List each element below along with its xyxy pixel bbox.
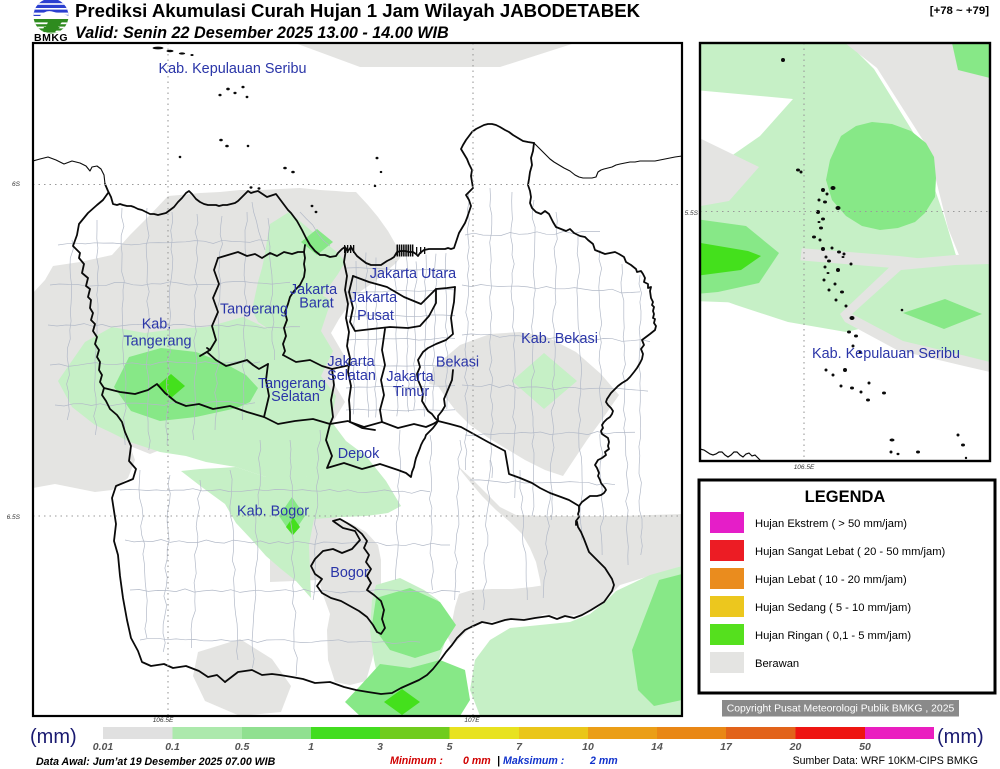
svg-text:Kab. Kepulauan Seribu: Kab. Kepulauan Seribu: [812, 346, 960, 362]
svg-text:0.01: 0.01: [93, 741, 114, 753]
svg-text:1: 1: [308, 741, 314, 753]
svg-text:14: 14: [651, 741, 663, 753]
svg-text:Selatan: Selatan: [271, 389, 320, 405]
svg-text:5.5S: 5.5S: [685, 210, 699, 217]
svg-text:Maksimum :: Maksimum :: [503, 755, 564, 767]
svg-text:Kab. Bekasi: Kab. Bekasi: [521, 331, 598, 347]
svg-text:Depok: Depok: [338, 446, 380, 462]
svg-text:Timur: Timur: [393, 384, 429, 400]
svg-text:Pusat: Pusat: [357, 308, 394, 324]
svg-text:6S: 6S: [12, 181, 21, 188]
svg-text:Berawan: Berawan: [755, 658, 799, 670]
svg-text:(mm): (mm): [937, 726, 984, 748]
svg-text:Kab.: Kab.: [142, 317, 172, 333]
svg-text:Prediksi Akumulasi Curah Hujan: Prediksi Akumulasi Curah Hujan 1 Jam Wil…: [75, 0, 641, 21]
svg-text:BMKG: BMKG: [34, 32, 68, 44]
svg-text:Minimum :: Minimum :: [390, 755, 443, 767]
svg-text:Jakarta: Jakarta: [290, 282, 337, 298]
svg-text:Tangerang: Tangerang: [258, 376, 326, 392]
svg-text:Kab. Bogor: Kab. Bogor: [237, 504, 309, 520]
svg-text:Hujan Sangat Lebat ( 20 - 50 m: Hujan Sangat Lebat ( 20 - 50 mm/jam): [755, 546, 946, 558]
svg-text:Jakarta: Jakarta: [350, 290, 397, 306]
svg-text:|: |: [497, 755, 500, 767]
svg-text:Sumber Data: WRF 10KM-CIPS BMK: Sumber Data: WRF 10KM-CIPS BMKG: [793, 755, 978, 767]
svg-text:(mm): (mm): [30, 726, 77, 748]
svg-text:Jakarta: Jakarta: [327, 354, 374, 370]
svg-text:2 mm: 2 mm: [589, 755, 618, 767]
svg-text:Tangerang: Tangerang: [123, 334, 191, 350]
svg-text:5: 5: [447, 741, 453, 753]
svg-text:107E: 107E: [464, 717, 480, 724]
svg-text:Barat: Barat: [299, 296, 333, 312]
svg-text:3: 3: [377, 741, 383, 753]
svg-text:Valid: Senin 22 Desember 2025: Valid: Senin 22 Desember 2025 13.00 - 14…: [75, 24, 449, 42]
svg-text:Hujan Ekstrem ( > 50 mm/jam): Hujan Ekstrem ( > 50 mm/jam): [755, 518, 907, 530]
svg-text:17: 17: [720, 741, 733, 753]
svg-text:Jakarta Utara: Jakarta Utara: [370, 266, 456, 282]
svg-text:Copyright Pusat Meteorologi Pu: Copyright Pusat Meteorologi Publik BMKG …: [727, 704, 955, 715]
svg-text:7: 7: [516, 741, 523, 753]
svg-text:Bogor: Bogor: [330, 565, 369, 581]
svg-text:50: 50: [859, 741, 871, 753]
svg-text:Data Awal: Jum’at 19 Desember: Data Awal: Jum’at 19 Desember 2025 07.00…: [36, 756, 276, 768]
svg-text:Tangerang: Tangerang: [220, 302, 288, 318]
svg-text:10: 10: [582, 741, 594, 753]
svg-text:0.5: 0.5: [235, 741, 250, 753]
svg-text:Hujan Sedang ( 5 - 10 mm/jam): Hujan Sedang ( 5 - 10 mm/jam): [755, 602, 911, 614]
svg-text:LEGENDA: LEGENDA: [805, 488, 886, 506]
svg-text:Hujan Lebat ( 10 - 20 mm/jam): Hujan Lebat ( 10 - 20 mm/jam): [755, 574, 907, 586]
svg-text:0.1: 0.1: [165, 741, 180, 753]
svg-text:Hujan Ringan ( 0,1 - 5 mm/jam): Hujan Ringan ( 0,1 - 5 mm/jam): [755, 630, 911, 642]
svg-text:0 mm: 0 mm: [463, 755, 491, 767]
svg-text:6.5S: 6.5S: [7, 514, 21, 521]
svg-text:106.5E: 106.5E: [153, 717, 174, 724]
svg-text:106.5E: 106.5E: [794, 464, 815, 471]
svg-text:Jakarta: Jakarta: [386, 369, 433, 385]
svg-text:Kab. Kepulauan Seribu: Kab. Kepulauan Seribu: [158, 61, 306, 77]
svg-text:Bekasi: Bekasi: [436, 355, 479, 371]
svg-text:Selatan: Selatan: [327, 368, 376, 384]
svg-text:[+78 ~ +79]: [+78 ~ +79]: [930, 5, 989, 17]
svg-text:20: 20: [789, 741, 802, 753]
